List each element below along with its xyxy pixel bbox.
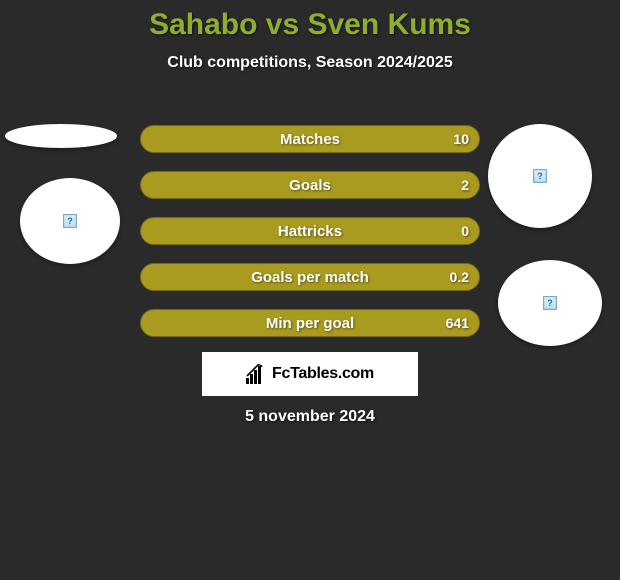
stat-value: 10 [453, 131, 469, 147]
stat-row: Hattricks 0 [140, 217, 480, 245]
page-title: Sahabo vs Sven Kums [0, 0, 620, 42]
image-placeholder-icon [63, 214, 77, 228]
player-left-ellipse [5, 124, 117, 148]
stat-label: Matches [280, 131, 340, 148]
stat-label: Goals per match [251, 269, 369, 286]
stat-row: Goals per match 0.2 [140, 263, 480, 291]
brand-text: FcTables.com [272, 365, 374, 383]
stat-value: 0 [461, 223, 469, 239]
bar-chart-icon [246, 364, 268, 384]
player-left-avatar [20, 178, 120, 264]
image-placeholder-icon [533, 169, 547, 183]
player-right-avatar-1 [488, 124, 592, 228]
stat-label: Min per goal [266, 315, 354, 332]
stat-label: Hattricks [278, 223, 342, 240]
page-subtitle: Club competitions, Season 2024/2025 [0, 54, 620, 72]
stat-value: 641 [446, 315, 469, 331]
brand-badge: FcTables.com [202, 352, 418, 396]
stat-value: 0.2 [450, 269, 469, 285]
stat-row: Min per goal 641 [140, 309, 480, 337]
stat-label: Goals [289, 177, 331, 194]
image-placeholder-icon [543, 296, 557, 310]
stat-value: 2 [461, 177, 469, 193]
stats-panel: Matches 10 Goals 2 Hattricks 0 Goals per… [140, 125, 480, 355]
stat-row: Matches 10 [140, 125, 480, 153]
stat-row: Goals 2 [140, 171, 480, 199]
player-right-avatar-2 [498, 260, 602, 346]
date-label: 5 november 2024 [0, 408, 620, 426]
